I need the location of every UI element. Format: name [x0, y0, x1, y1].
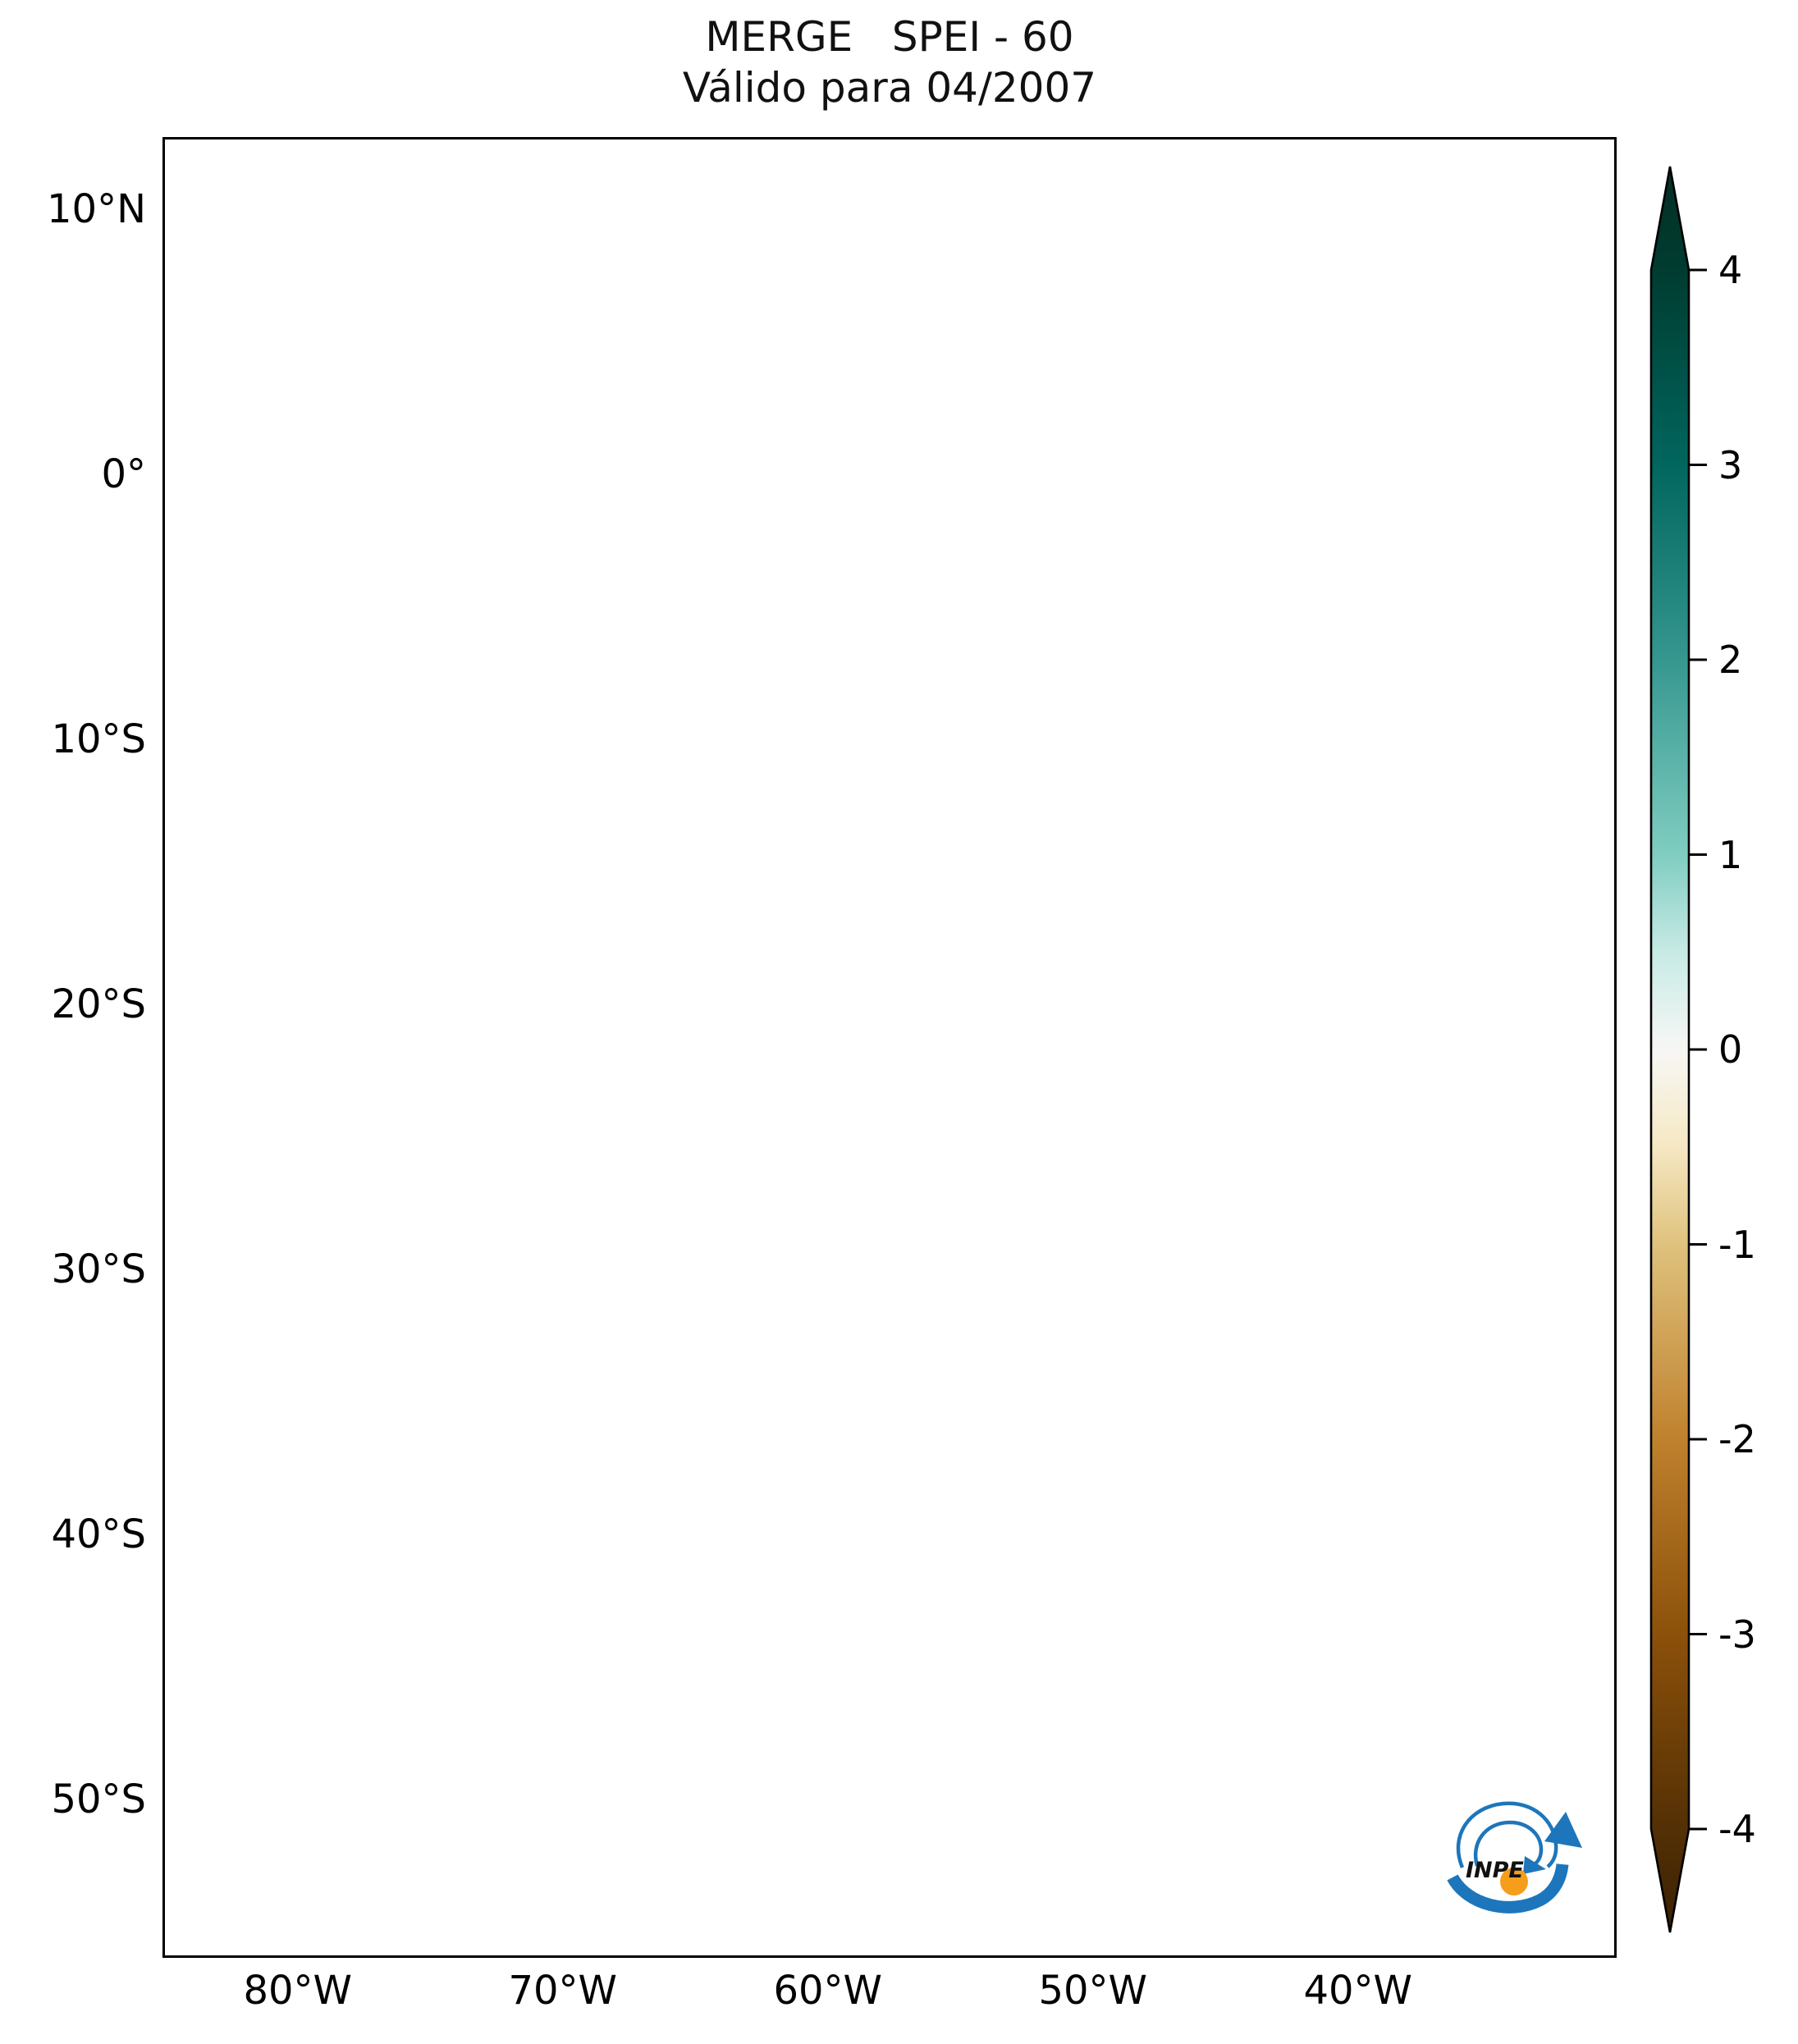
- lon-tick-label: 60°W: [773, 1968, 882, 2014]
- lat-tick-label: 30°S: [51, 1246, 146, 1292]
- colorbar-tick-label: -2: [1718, 1417, 1756, 1461]
- lat-tick-label: 40°S: [51, 1511, 146, 1557]
- lat-tick-label: 20°S: [51, 981, 146, 1027]
- logo-arrow-head: [1544, 1812, 1582, 1848]
- lon-tick-label: 50°W: [1038, 1968, 1147, 2014]
- colorbar: [1643, 160, 1798, 1949]
- colorbar-tick-label: 1: [1718, 832, 1743, 877]
- logo-orange-sphere: [1500, 1868, 1528, 1895]
- colorbar-tick-label: 0: [1718, 1027, 1743, 1072]
- colorbar-graphic: [1649, 166, 1707, 1933]
- map-title: MERGE SPEI - 60: [705, 13, 1074, 61]
- colorbar-tick-label: 4: [1718, 248, 1743, 292]
- logo-inner-swirl: [1473, 1820, 1544, 1867]
- logo-outer-swirl: [1456, 1801, 1558, 1868]
- lat-tick-label: 50°S: [51, 1776, 146, 1822]
- colorbar-tick-label: -4: [1718, 1807, 1756, 1851]
- lon-tick-label: 70°W: [508, 1968, 617, 2014]
- lon-tick-label: 80°W: [243, 1968, 352, 2014]
- colorbar-bar: [1649, 166, 1690, 1933]
- inpe-logo: INPE: [1438, 1786, 1587, 1918]
- logo-swoosh: [1447, 1863, 1569, 1914]
- inpe-logo-graphic: INPE: [1447, 1801, 1582, 1914]
- colorbar-tick-label: 3: [1718, 442, 1743, 487]
- map-subtitle: Válido para 04/2007: [682, 64, 1097, 112]
- colorbar-tick-label: 2: [1718, 638, 1743, 682]
- map-frame-border: [162, 137, 1617, 1958]
- logo-text: INPE: [1466, 1858, 1524, 1883]
- lon-tick-label: 40°W: [1303, 1968, 1412, 2014]
- colorbar-tick-label: -1: [1718, 1222, 1756, 1267]
- lat-tick-label: 10°N: [47, 185, 146, 232]
- logo-inner-arrowhead: [1523, 1856, 1546, 1874]
- colorbar-tick-label: -3: [1718, 1612, 1756, 1657]
- lat-tick-label: 0°: [101, 450, 146, 497]
- lat-tick-label: 10°S: [51, 716, 146, 762]
